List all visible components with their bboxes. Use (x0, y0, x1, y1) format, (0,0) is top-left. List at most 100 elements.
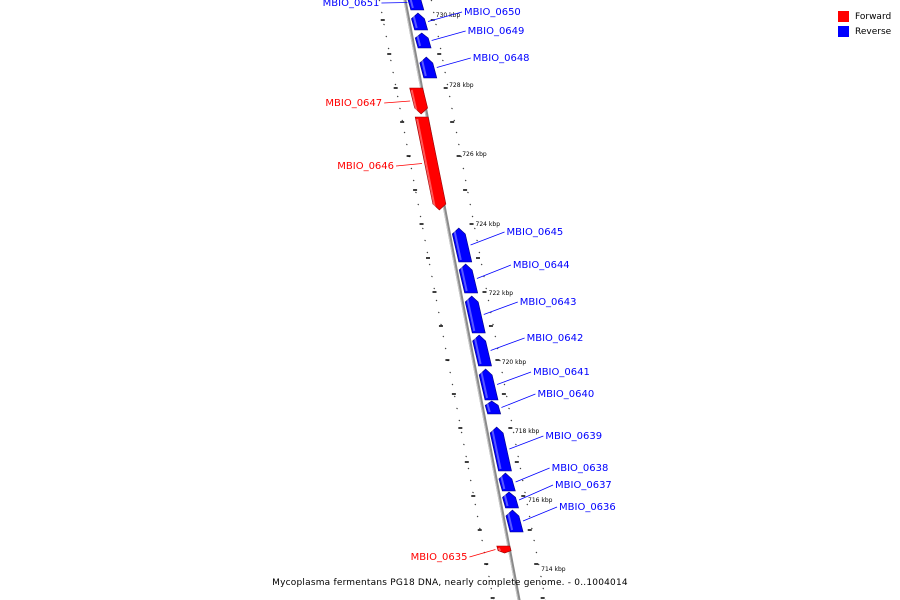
minor-tick (469, 203, 472, 206)
minor-tick (503, 383, 506, 386)
gene-label[interactable]: MBIO_0638 (552, 463, 609, 474)
minor-tick (431, 275, 433, 278)
gene-arrow-mbio-0647[interactable] (409, 87, 428, 115)
gene-leader-line (522, 506, 558, 522)
gene-label[interactable]: MBIO_0648 (473, 53, 530, 64)
minor-tick (410, 167, 413, 170)
gene-shine (473, 336, 482, 365)
gene-leader-line (381, 2, 408, 4)
minor-tick (453, 119, 456, 122)
minor-tick (471, 215, 474, 218)
minor-tick (464, 179, 467, 182)
gene-arrow-mbio-0644[interactable] (458, 263, 479, 294)
gene-label[interactable]: MBIO_0636 (559, 502, 616, 513)
minor-tick (396, 95, 399, 98)
minor-tick (394, 83, 397, 86)
gene-arrow-mbio-0636[interactable] (505, 509, 524, 533)
minor-tick (405, 143, 408, 146)
minor-tick (469, 479, 472, 482)
gene-leader-line (431, 30, 466, 41)
gene-leader-line (476, 264, 512, 279)
gene-arrow-mbio-0646[interactable] (414, 116, 447, 211)
minor-tick (526, 503, 529, 506)
legend-forward: Forward (838, 9, 891, 24)
minor-tick (435, 23, 437, 26)
kbp-tick-label: 718 kbp (515, 428, 540, 435)
gene-label[interactable]: MBIO_0650 (464, 7, 521, 18)
minor-tick (455, 131, 458, 134)
gene-arrow-mbio-0642[interactable] (472, 334, 492, 367)
gene-leader-line (515, 467, 550, 483)
minor-tick (456, 407, 458, 410)
gene-label[interactable]: MBIO_0646 (337, 161, 394, 172)
minor-tick (444, 347, 447, 350)
gene-leader-line (436, 57, 471, 68)
gene-label[interactable]: MBIO_0642 (527, 333, 584, 344)
legend-reverse: Reverse (838, 24, 891, 39)
minor-tick (501, 371, 504, 374)
gene-label[interactable]: MBIO_0645 (507, 227, 564, 238)
minor-tick (463, 443, 465, 446)
minor-tick (467, 467, 470, 470)
gene-arrow-mbio-0648[interactable] (419, 56, 438, 79)
gene-leader-line (518, 484, 554, 501)
gene-arrow-mbio-0640[interactable] (484, 400, 502, 415)
gene-arrow-mbio-0635[interactable] (496, 545, 512, 554)
gene-arrow-mbio-0649[interactable] (414, 32, 432, 49)
minor-tick (446, 83, 449, 86)
gene-arrow-mbio-0637[interactable] (502, 491, 519, 509)
gene-layer (407, 0, 524, 554)
minor-tick (533, 539, 535, 542)
minor-tick (517, 455, 520, 458)
kbp-tick-label: 722 kbp (489, 290, 514, 297)
gene-label[interactable]: MBIO_0647 (325, 98, 382, 109)
gene-arrow-mbio-0641[interactable] (478, 368, 499, 401)
gene-arrow-mbio-0643[interactable] (464, 295, 486, 334)
gene-label[interactable]: MBIO_0649 (468, 26, 525, 37)
minor-tick (444, 71, 446, 74)
gene-label[interactable]: MBIO_0651 (323, 0, 380, 9)
minor-tick (399, 107, 401, 110)
gene-arrow-mbio-0650[interactable] (411, 12, 429, 31)
minor-tick (424, 239, 426, 242)
gene-label[interactable]: MBIO_0641 (533, 367, 590, 378)
gene-label[interactable]: MBIO_0643 (520, 297, 577, 308)
gene-label[interactable]: MBIO_0644 (513, 260, 570, 271)
kbp-tick-label: 714 kbp (541, 566, 566, 573)
gene-arrow-mbio-0638[interactable] (498, 472, 516, 492)
minor-tick (531, 527, 533, 530)
minor-tick (392, 71, 394, 74)
kbp-tick-label: 726 kbp (462, 151, 487, 158)
gene-label[interactable]: MBIO_0640 (537, 389, 594, 400)
minor-tick (412, 179, 415, 182)
minor-tick (428, 263, 431, 266)
gene-label[interactable]: MBIO_0637 (555, 480, 612, 491)
minor-tick (521, 479, 524, 482)
gene-shine (420, 58, 427, 77)
gene-shine (409, 0, 414, 9)
gene-arrow-mbio-0645[interactable] (451, 227, 473, 263)
gene-arrow-mbio-0651[interactable] (407, 0, 425, 11)
gene-arrow-mbio-0639[interactable] (489, 426, 512, 472)
gene-shine (491, 428, 502, 470)
minor-tick (421, 227, 424, 230)
kbp-tick-label: 728 kbp (449, 82, 474, 89)
minor-tick (499, 359, 501, 362)
minor-tick (387, 47, 390, 50)
gene-label[interactable]: MBIO_0635 (411, 552, 468, 563)
minor-tick (478, 251, 481, 254)
minor-tick (479, 527, 481, 530)
gene-shine (410, 89, 418, 113)
minor-tick (460, 431, 463, 434)
minor-tick (383, 23, 385, 26)
gene-leader-line (509, 435, 544, 450)
minor-tick (487, 299, 490, 302)
minor-tick (488, 575, 490, 578)
minor-tick (474, 503, 477, 506)
minor-tick (451, 383, 454, 386)
gene-shine (499, 474, 506, 490)
gene-label[interactable]: MBIO_0639 (545, 431, 602, 442)
gene-shine (480, 370, 488, 399)
minor-tick (437, 311, 440, 314)
gene-leader-line (470, 231, 505, 246)
